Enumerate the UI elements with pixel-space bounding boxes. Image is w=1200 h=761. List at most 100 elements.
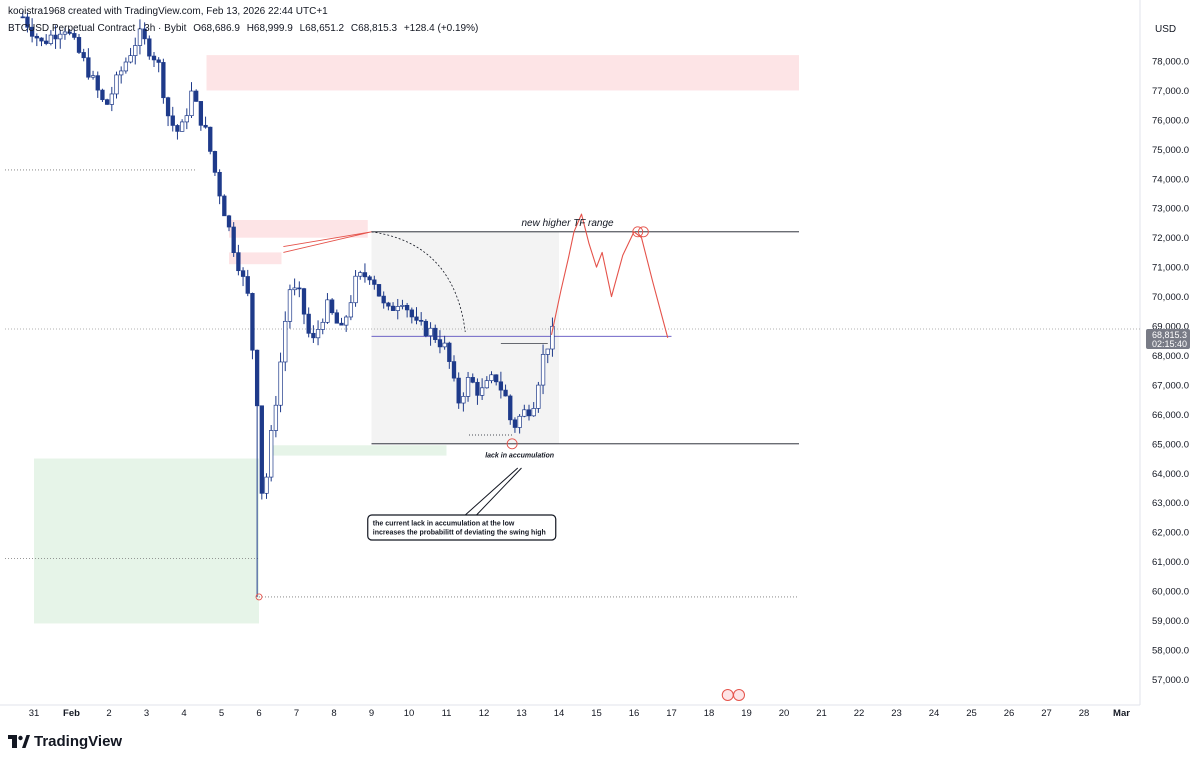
up-candle	[278, 361, 283, 406]
ohlc-open: O68,686.9	[193, 23, 240, 34]
price-tick-label: 67,000.0	[1152, 380, 1189, 391]
down-candle	[433, 327, 438, 340]
up-candle	[479, 387, 485, 396]
price-tick-label: 73,000.0	[1152, 204, 1189, 215]
down-candle	[203, 124, 208, 128]
time-tick-label: 14	[554, 708, 565, 719]
low-marker	[255, 593, 263, 601]
tradingview-logo[interactable]: TradingView	[8, 733, 122, 750]
range-box	[371, 231, 559, 444]
time-tick-label: 13	[516, 708, 527, 719]
price-tick-label: 72,000.0	[1152, 233, 1189, 244]
accumulation-label: lack in accumulation	[485, 453, 554, 460]
time-tick-label: 26	[1004, 708, 1015, 719]
down-candle	[147, 38, 152, 57]
up-candle	[465, 377, 471, 397]
down-candle	[329, 299, 335, 314]
down-candle	[212, 151, 218, 173]
up-candle	[119, 70, 124, 76]
down-candle	[104, 99, 110, 105]
up-candle	[62, 31, 68, 35]
event-flag-icon	[733, 689, 745, 701]
time-axis[interactable]: 31 Feb 2 3 4 5 6 7 8 9 10 11 12 13 14 15 16 17 18 19 20 21 22 2…	[29, 708, 1131, 719]
demand-zone	[34, 458, 259, 624]
up-candle	[264, 476, 269, 494]
price-tick-label: 71,000.0	[1152, 263, 1189, 274]
callout-pointer	[464, 467, 522, 516]
time-tick-label: Feb	[63, 708, 80, 719]
price-tag-countdown: 02:15:40	[1152, 339, 1187, 349]
down-candle	[175, 125, 180, 132]
up-candle	[273, 404, 279, 431]
callout-line-1: the current lack in accumulation at the …	[373, 521, 515, 528]
up-candle	[58, 33, 63, 40]
up-candle	[550, 325, 555, 350]
up-candle	[184, 115, 189, 123]
time-tick-label: 21	[816, 708, 827, 719]
dotted-arc	[371, 231, 466, 332]
down-candle	[311, 332, 316, 339]
low-circle	[506, 438, 518, 450]
down-candle	[475, 381, 480, 396]
event-flag-icon	[721, 689, 734, 701]
down-candle	[156, 59, 161, 63]
symbol-name[interactable]: BTCUSD Perpetual Contract · 3h · Bybit	[8, 23, 187, 34]
down-candle	[498, 381, 504, 391]
down-candle	[372, 279, 377, 285]
chart-grid	[0, 0, 1141, 706]
range-label: new higher TF range	[522, 218, 615, 229]
time-tick-label: 4	[181, 708, 186, 719]
down-candle	[240, 270, 246, 277]
ohlc-change: +128.4 (+0.19%)	[403, 23, 479, 34]
time-tick-label: 18	[704, 708, 715, 719]
up-candle	[109, 93, 114, 105]
time-tick-label: 7	[294, 708, 299, 719]
price-tick-label: 68,000.0	[1152, 351, 1189, 362]
down-candle	[161, 62, 166, 99]
down-candle	[381, 295, 386, 304]
price-tick-label: 64,000.0	[1152, 469, 1189, 480]
up-candle	[269, 430, 274, 478]
up-candle	[358, 272, 363, 277]
up-candle	[90, 75, 96, 78]
down-candle	[198, 101, 204, 126]
down-candle	[226, 215, 232, 228]
down-candle	[53, 34, 58, 40]
time-tick-label: 16	[629, 708, 640, 719]
up-candle	[489, 374, 494, 382]
down-candle	[259, 405, 264, 494]
price-tag-bg	[1146, 329, 1190, 349]
down-candle	[419, 319, 424, 322]
up-candle	[442, 342, 447, 348]
drawing-layer: new higher TF range lack in accumulation t…	[255, 213, 745, 701]
down-candle	[470, 377, 475, 383]
up-candle	[189, 90, 194, 117]
price-axis[interactable]: 57,000.0 58,000.0 59,000.0 60,000.0 61,000.0…	[1146, 57, 1190, 686]
up-candle	[522, 409, 527, 417]
up-candle	[545, 348, 550, 355]
projection-path	[550, 213, 669, 338]
high-circle	[632, 226, 644, 238]
down-candle	[334, 312, 339, 324]
attribution-text: kooistra1968 created with TradingView.co…	[8, 6, 328, 17]
price-tick-label: 61,000.0	[1152, 557, 1189, 568]
down-candle	[76, 37, 82, 53]
down-candle	[376, 284, 382, 297]
demand-zone	[270, 445, 447, 456]
down-candle	[494, 374, 499, 383]
price-tag-price: 68,815.3	[1152, 330, 1187, 340]
up-candle	[287, 289, 293, 322]
time-tick-label: 9	[369, 708, 374, 719]
price-tick-label: 59,000.0	[1152, 616, 1189, 627]
high-circle	[637, 226, 649, 238]
up-candle	[137, 28, 143, 46]
time-tick-label: 25	[966, 708, 977, 719]
price-tick-label: 74,000.0	[1152, 174, 1189, 185]
down-candle	[404, 305, 410, 311]
down-candle	[20, 16, 25, 19]
time-tick-label: 11	[442, 708, 452, 719]
up-candle	[536, 384, 541, 409]
down-candle	[142, 28, 147, 40]
down-candle	[231, 226, 236, 253]
